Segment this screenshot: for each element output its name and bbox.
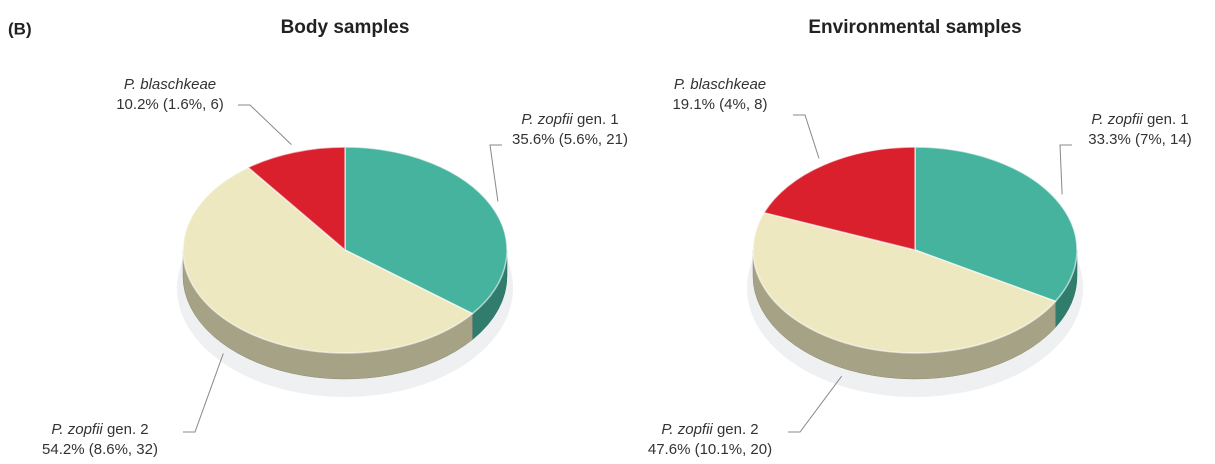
slice [344, 146, 508, 315]
species: P. zopfii [521, 111, 573, 128]
slice [914, 146, 1078, 303]
slice [752, 211, 1057, 354]
slice-label: P. blaschkeae [674, 76, 766, 93]
leader-line [238, 104, 292, 146]
value-label: 33.3% (7%, 14) [1088, 131, 1191, 148]
genotype: gen. 2 [713, 421, 759, 438]
chart-title: Body samples [281, 17, 410, 38]
slice-label: P. blaschkeae [124, 76, 216, 93]
slice-label: P. zopfii gen. 1 [1091, 111, 1188, 128]
chart-title: Environmental samples [808, 17, 1021, 38]
value-label: 19.1% (4%, 8) [672, 96, 767, 113]
genotype: gen. 1 [1143, 111, 1189, 128]
leader-line [489, 144, 502, 202]
slice [762, 146, 916, 251]
species: P. zopfii [661, 421, 713, 438]
species: P. blaschkeae [124, 76, 216, 93]
species: P. zopfii [51, 421, 103, 438]
slice-label: P. zopfii gen. 1 [521, 111, 618, 128]
genotype: gen. 2 [103, 421, 149, 438]
genotype: gen. 1 [573, 111, 619, 128]
value-label: 10.2% (1.6%, 6) [116, 96, 224, 113]
slice [182, 166, 474, 354]
value-label: 54.2% (8.6%, 32) [42, 441, 158, 458]
species: P. zopfii [1091, 111, 1143, 128]
slice [246, 146, 346, 252]
leader-line [183, 353, 224, 433]
value-label: 35.6% (5.6%, 21) [512, 131, 628, 148]
leader-line [1059, 144, 1072, 195]
species: P. blaschkeae [674, 76, 766, 93]
leader-line [788, 375, 843, 433]
slice-label: P. zopfii gen. 2 [51, 421, 148, 438]
slice-label: P. zopfii gen. 2 [661, 421, 758, 438]
panel-label: (B) [8, 19, 32, 38]
leader-line [793, 114, 820, 159]
value-label: 47.6% (10.1%, 20) [648, 441, 772, 458]
